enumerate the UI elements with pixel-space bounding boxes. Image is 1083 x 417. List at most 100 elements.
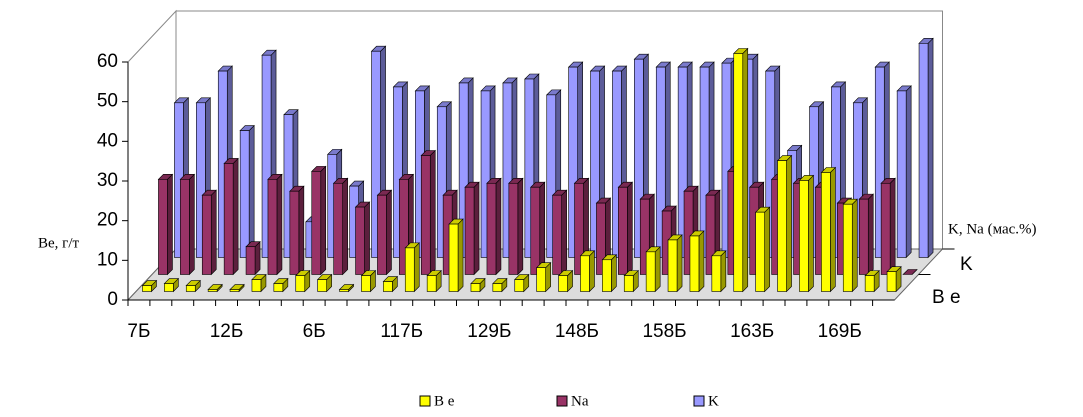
y-tick-label: 30 — [97, 170, 118, 191]
bar-side — [320, 165, 327, 276]
x-tick-label: 12Б — [210, 321, 244, 342]
bar — [639, 198, 650, 275]
y-tick-label: 10 — [97, 249, 118, 270]
x-tick-label: 163Б — [730, 321, 774, 342]
bar — [623, 275, 634, 292]
bar — [689, 235, 700, 292]
bar — [164, 283, 174, 292]
legend-swatch — [419, 395, 431, 407]
bar — [142, 285, 152, 292]
bar — [568, 66, 578, 258]
bar-side — [654, 246, 661, 293]
bar-side — [676, 234, 683, 293]
bar-side — [276, 173, 283, 276]
bar — [602, 259, 612, 292]
bar — [470, 283, 481, 292]
bar-side — [561, 189, 567, 276]
bar-side — [298, 185, 305, 276]
bar — [536, 267, 546, 292]
bar-side — [517, 177, 524, 276]
bar-side — [473, 181, 480, 276]
bar — [755, 211, 765, 292]
bar — [677, 66, 688, 258]
bar-side — [889, 177, 896, 276]
bar-side — [254, 241, 261, 276]
bar — [185, 285, 196, 292]
bar — [333, 182, 343, 275]
bar — [799, 180, 809, 292]
bar-side — [786, 154, 792, 293]
bar — [355, 206, 365, 275]
y-tick-label: 50 — [97, 91, 118, 112]
bar — [590, 70, 600, 258]
bar — [574, 182, 584, 275]
bar-side — [386, 189, 392, 276]
bar — [229, 289, 240, 292]
bar-side — [927, 37, 934, 259]
bar — [393, 86, 403, 258]
x-tick-label: 117Б — [380, 321, 423, 342]
bar — [711, 255, 722, 292]
bar — [777, 160, 787, 292]
bar — [361, 275, 371, 292]
bar — [853, 102, 863, 258]
bar — [180, 179, 190, 275]
bar — [552, 194, 562, 275]
bar — [874, 66, 885, 258]
depth-label: K — [960, 254, 973, 275]
bar — [311, 171, 322, 275]
bar-side — [627, 181, 633, 276]
bar — [399, 179, 409, 275]
bar-side — [495, 177, 502, 276]
bar — [458, 82, 469, 258]
bar — [842, 203, 853, 292]
bar — [223, 163, 234, 275]
bar — [514, 279, 525, 292]
bar — [864, 275, 875, 292]
bar-side — [720, 250, 727, 293]
legend-label: B e — [434, 393, 455, 409]
x-tick-label: 169Б — [818, 321, 862, 342]
bar — [645, 251, 656, 292]
bar-side — [342, 177, 348, 276]
bar-side — [808, 174, 814, 293]
bar — [239, 130, 250, 258]
bar — [464, 186, 475, 275]
bar — [546, 94, 557, 258]
bar — [699, 66, 710, 258]
legend-swatch — [693, 395, 705, 407]
bar — [765, 70, 776, 258]
bar-side — [189, 173, 195, 276]
bar — [317, 279, 327, 292]
bar-side — [413, 242, 420, 293]
bar — [480, 90, 491, 258]
bar — [858, 198, 869, 275]
bar — [207, 289, 218, 292]
y-tick-label: 0 — [107, 289, 118, 310]
bar — [377, 194, 387, 275]
y-tick-label: 40 — [97, 130, 118, 151]
bar — [267, 179, 278, 275]
bar-side — [210, 189, 217, 276]
bar — [196, 102, 206, 258]
bar — [492, 283, 503, 292]
bar — [158, 179, 168, 275]
bar — [524, 78, 535, 258]
bar — [371, 50, 381, 258]
y-tick-label: 60 — [97, 51, 118, 72]
legend-label: K — [708, 393, 719, 409]
bar — [245, 246, 256, 275]
bar — [705, 194, 716, 275]
bar-side — [539, 181, 546, 276]
bar-side — [851, 198, 858, 293]
bar — [404, 247, 415, 292]
x-tick-label: 6Б — [303, 321, 326, 342]
y2-axis-label: K, Na (мас.%) — [948, 221, 1037, 237]
bar — [896, 90, 907, 258]
bar — [655, 66, 666, 258]
bar — [295, 275, 306, 292]
bar — [667, 239, 678, 292]
bar-side — [248, 124, 255, 259]
bar-side — [232, 157, 239, 276]
